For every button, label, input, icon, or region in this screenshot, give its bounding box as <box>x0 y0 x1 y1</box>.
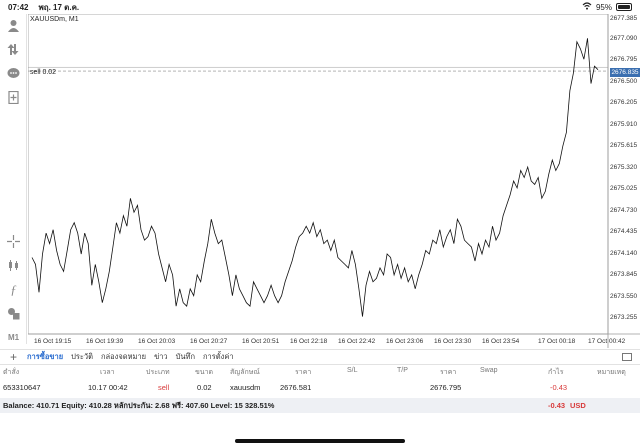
x-tick-label: 16 Oct 22:42 <box>338 338 376 345</box>
x-tick-label: 16 Oct 23:30 <box>434 338 472 345</box>
header-type: ประเภท <box>146 369 170 376</box>
x-tick-label: 16 Oct 20:51 <box>242 338 280 345</box>
shapes-icon[interactable] <box>4 304 23 323</box>
tab-trade[interactable]: การซื้อขาย <box>27 352 64 361</box>
y-tick-label: 2674.435 <box>610 228 638 235</box>
home-indicator[interactable] <box>235 439 405 443</box>
battery-percent: 95% <box>595 2 612 12</box>
balance-bar: Balance: 410.71 Equity: 410.28 หลักประกั… <box>0 398 640 413</box>
y-tick-label: 2676.795 <box>610 56 638 63</box>
status-bar: 07:42 พฤ. 17 ต.ค. 95% <box>0 0 640 14</box>
tab-journal[interactable]: บันทึก <box>175 352 196 361</box>
candles-icon[interactable] <box>4 256 23 275</box>
chart-symbol: XAUUSDm, M1 <box>30 16 79 23</box>
orders-table-header: ตำสั่ง เวลา ประเภท ขนาด สัญลักษณ์ ราคา S… <box>0 367 640 379</box>
chat-icon[interactable] <box>4 64 23 83</box>
header-swap: Swap <box>480 367 498 374</box>
y-tick-label: 2675.320 <box>610 164 638 171</box>
timeframe-button[interactable]: M1 <box>7 333 20 342</box>
total-profit: -0.43 <box>548 401 566 410</box>
wifi-icon <box>582 2 592 12</box>
status-time: 07:42 <box>8 2 29 12</box>
tab-news[interactable]: ข่าว <box>154 352 168 361</box>
status-date: พฤ. 17 ต.ค. <box>38 2 80 12</box>
header-price: ราคา <box>440 369 457 376</box>
arrows-icon[interactable] <box>4 40 23 59</box>
x-tick-label: 16 Oct 23:06 <box>386 338 424 345</box>
y-tick-label: 2676.500 <box>610 78 638 85</box>
x-tick-label: 16 Oct 20:03 <box>138 338 176 345</box>
tab-mailbox[interactable]: กล่องจดหมาย <box>101 352 147 361</box>
header-tp: T/P <box>397 367 408 374</box>
header-size: ขนาด <box>195 369 214 376</box>
crosshair-icon[interactable] <box>4 232 23 251</box>
table-row[interactable]: 653310647 10.17 00:42 sell 0.02 xauusdm … <box>0 383 640 395</box>
y-tick-label: 2675.025 <box>610 185 638 192</box>
balance-summary: Balance: 410.71 Equity: 410.28 หลักประกั… <box>3 400 275 410</box>
y-tick-label: 2673.550 <box>610 293 638 300</box>
y-tick-label: 2673.845 <box>610 271 638 278</box>
function-icon[interactable]: ƒ <box>10 281 17 297</box>
currency-label: USD <box>570 401 586 410</box>
x-tick-label: 17 Oct 00:18 <box>538 338 576 345</box>
add-icon[interactable]: + <box>9 350 17 364</box>
header-time: เวลา <box>100 369 115 376</box>
row-type: sell <box>158 383 170 392</box>
x-tick-label: 16 Oct 19:39 <box>86 338 124 345</box>
y-tick-label: 2675.615 <box>610 142 638 149</box>
tab-settings[interactable]: การตั้งค่า <box>203 352 234 361</box>
price-series-line <box>31 38 599 317</box>
header-symbol: สัญลักษณ์ <box>230 369 260 376</box>
row-order: 653310647 <box>3 383 41 392</box>
y-tick-label: 2673.255 <box>610 314 638 321</box>
battery-icon <box>616 3 632 11</box>
row-price: 2676.795 <box>430 383 462 392</box>
layout-icon[interactable] <box>622 353 632 361</box>
y-tick-label: 2677.090 <box>610 35 638 42</box>
header-comment: หมายเหตุ <box>597 369 626 376</box>
left-toolbar: ƒ M1 <box>0 14 27 344</box>
y-tick-label: 2677.385 <box>610 15 638 22</box>
x-tick-label: 16 Oct 19:15 <box>34 338 72 345</box>
x-tick-label: 17 Oct 00:42 <box>588 338 626 345</box>
header-open-price: ราคา <box>295 369 312 376</box>
sell-position-label: sell 0.02 <box>30 69 57 76</box>
price-chart[interactable]: XAUUSDm, M1 sell 0.02 2676.835 2677.385 … <box>28 14 640 348</box>
tab-history[interactable]: ประวัติ <box>71 352 94 361</box>
x-tick-label: 16 Oct 22:18 <box>290 338 328 345</box>
y-tick-label: 2674.140 <box>610 250 638 257</box>
y-tick-label: 2676.205 <box>610 99 638 106</box>
add-page-icon[interactable] <box>4 88 23 107</box>
status-right: 95% <box>582 2 632 12</box>
header-order: ตำสั่ง <box>3 369 20 376</box>
bottom-tab-bar: + การซื้อขาย ประวัติ กล่องจดหมาย ข่าว บั… <box>0 349 640 365</box>
row-size: 0.02 <box>197 383 212 392</box>
row-open-price: 2676.581 <box>280 383 312 392</box>
y-tick-label: 2675.910 <box>610 121 638 128</box>
chart-canvas <box>28 14 640 348</box>
current-price-tag: 2676.835 <box>610 68 640 77</box>
header-sl: S/L <box>347 367 358 374</box>
row-time: 10.17 00:42 <box>88 383 128 392</box>
y-tick-label: 2674.730 <box>610 207 638 214</box>
x-tick-label: 16 Oct 23:54 <box>482 338 520 345</box>
x-tick-label: 16 Oct 20:27 <box>190 338 228 345</box>
person-icon[interactable] <box>4 16 23 35</box>
header-profit: กำไร <box>548 369 564 376</box>
row-symbol: xauusdm <box>230 383 261 392</box>
row-profit: -0.43 <box>550 383 568 392</box>
